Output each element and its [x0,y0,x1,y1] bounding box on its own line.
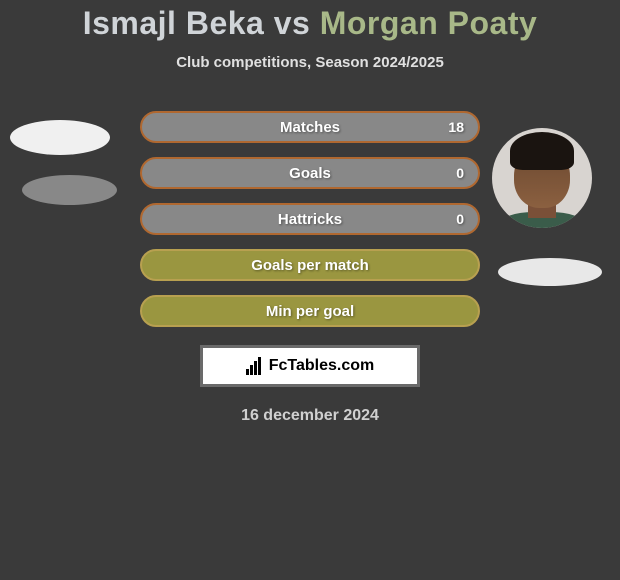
stat-label: Matches [280,119,340,136]
player2-avatar [492,128,592,228]
stat-bar-min-per-goal: Min per goal [140,295,480,327]
comparison-card: Ismajl Beka vs Morgan Poaty Club competi… [0,0,620,425]
player2-name: Morgan Poaty [320,5,538,41]
stat-bar-hattricks: Hattricks 0 [140,203,480,235]
stat-label: Hattricks [278,211,342,228]
brand-chart-icon [246,357,261,375]
stat-bar-goals-per-match: Goals per match [140,249,480,281]
stat-value: 0 [456,211,464,227]
icon-bar [258,357,261,375]
player1-name: Ismajl Beka [83,5,265,41]
stat-label: Goals [289,165,331,182]
player2-avatar-shadow [498,258,602,286]
stat-label: Goals per match [251,257,369,274]
stats-list: Matches 18 Goals 0 Hattricks 0 Goals per… [140,111,480,327]
brand-box[interactable]: FcTables.com [200,345,420,387]
stat-bar-goals: Goals 0 [140,157,480,189]
stat-bar-matches: Matches 18 [140,111,480,143]
brand-text: FcTables.com [269,357,375,375]
date-text: 16 december 2024 [0,407,620,425]
icon-bar [254,361,257,375]
icon-bar [250,365,253,375]
avatar-hair [510,132,574,170]
stat-value: 18 [448,119,464,135]
player1-avatar-shadow [22,175,117,205]
vs-separator: vs [274,5,311,41]
stat-value: 0 [456,165,464,181]
stat-label: Min per goal [266,303,354,320]
icon-bar [246,369,249,375]
subtitle: Club competitions, Season 2024/2025 [0,54,620,71]
player1-avatar-placeholder [10,120,110,155]
page-title: Ismajl Beka vs Morgan Poaty [0,5,620,42]
